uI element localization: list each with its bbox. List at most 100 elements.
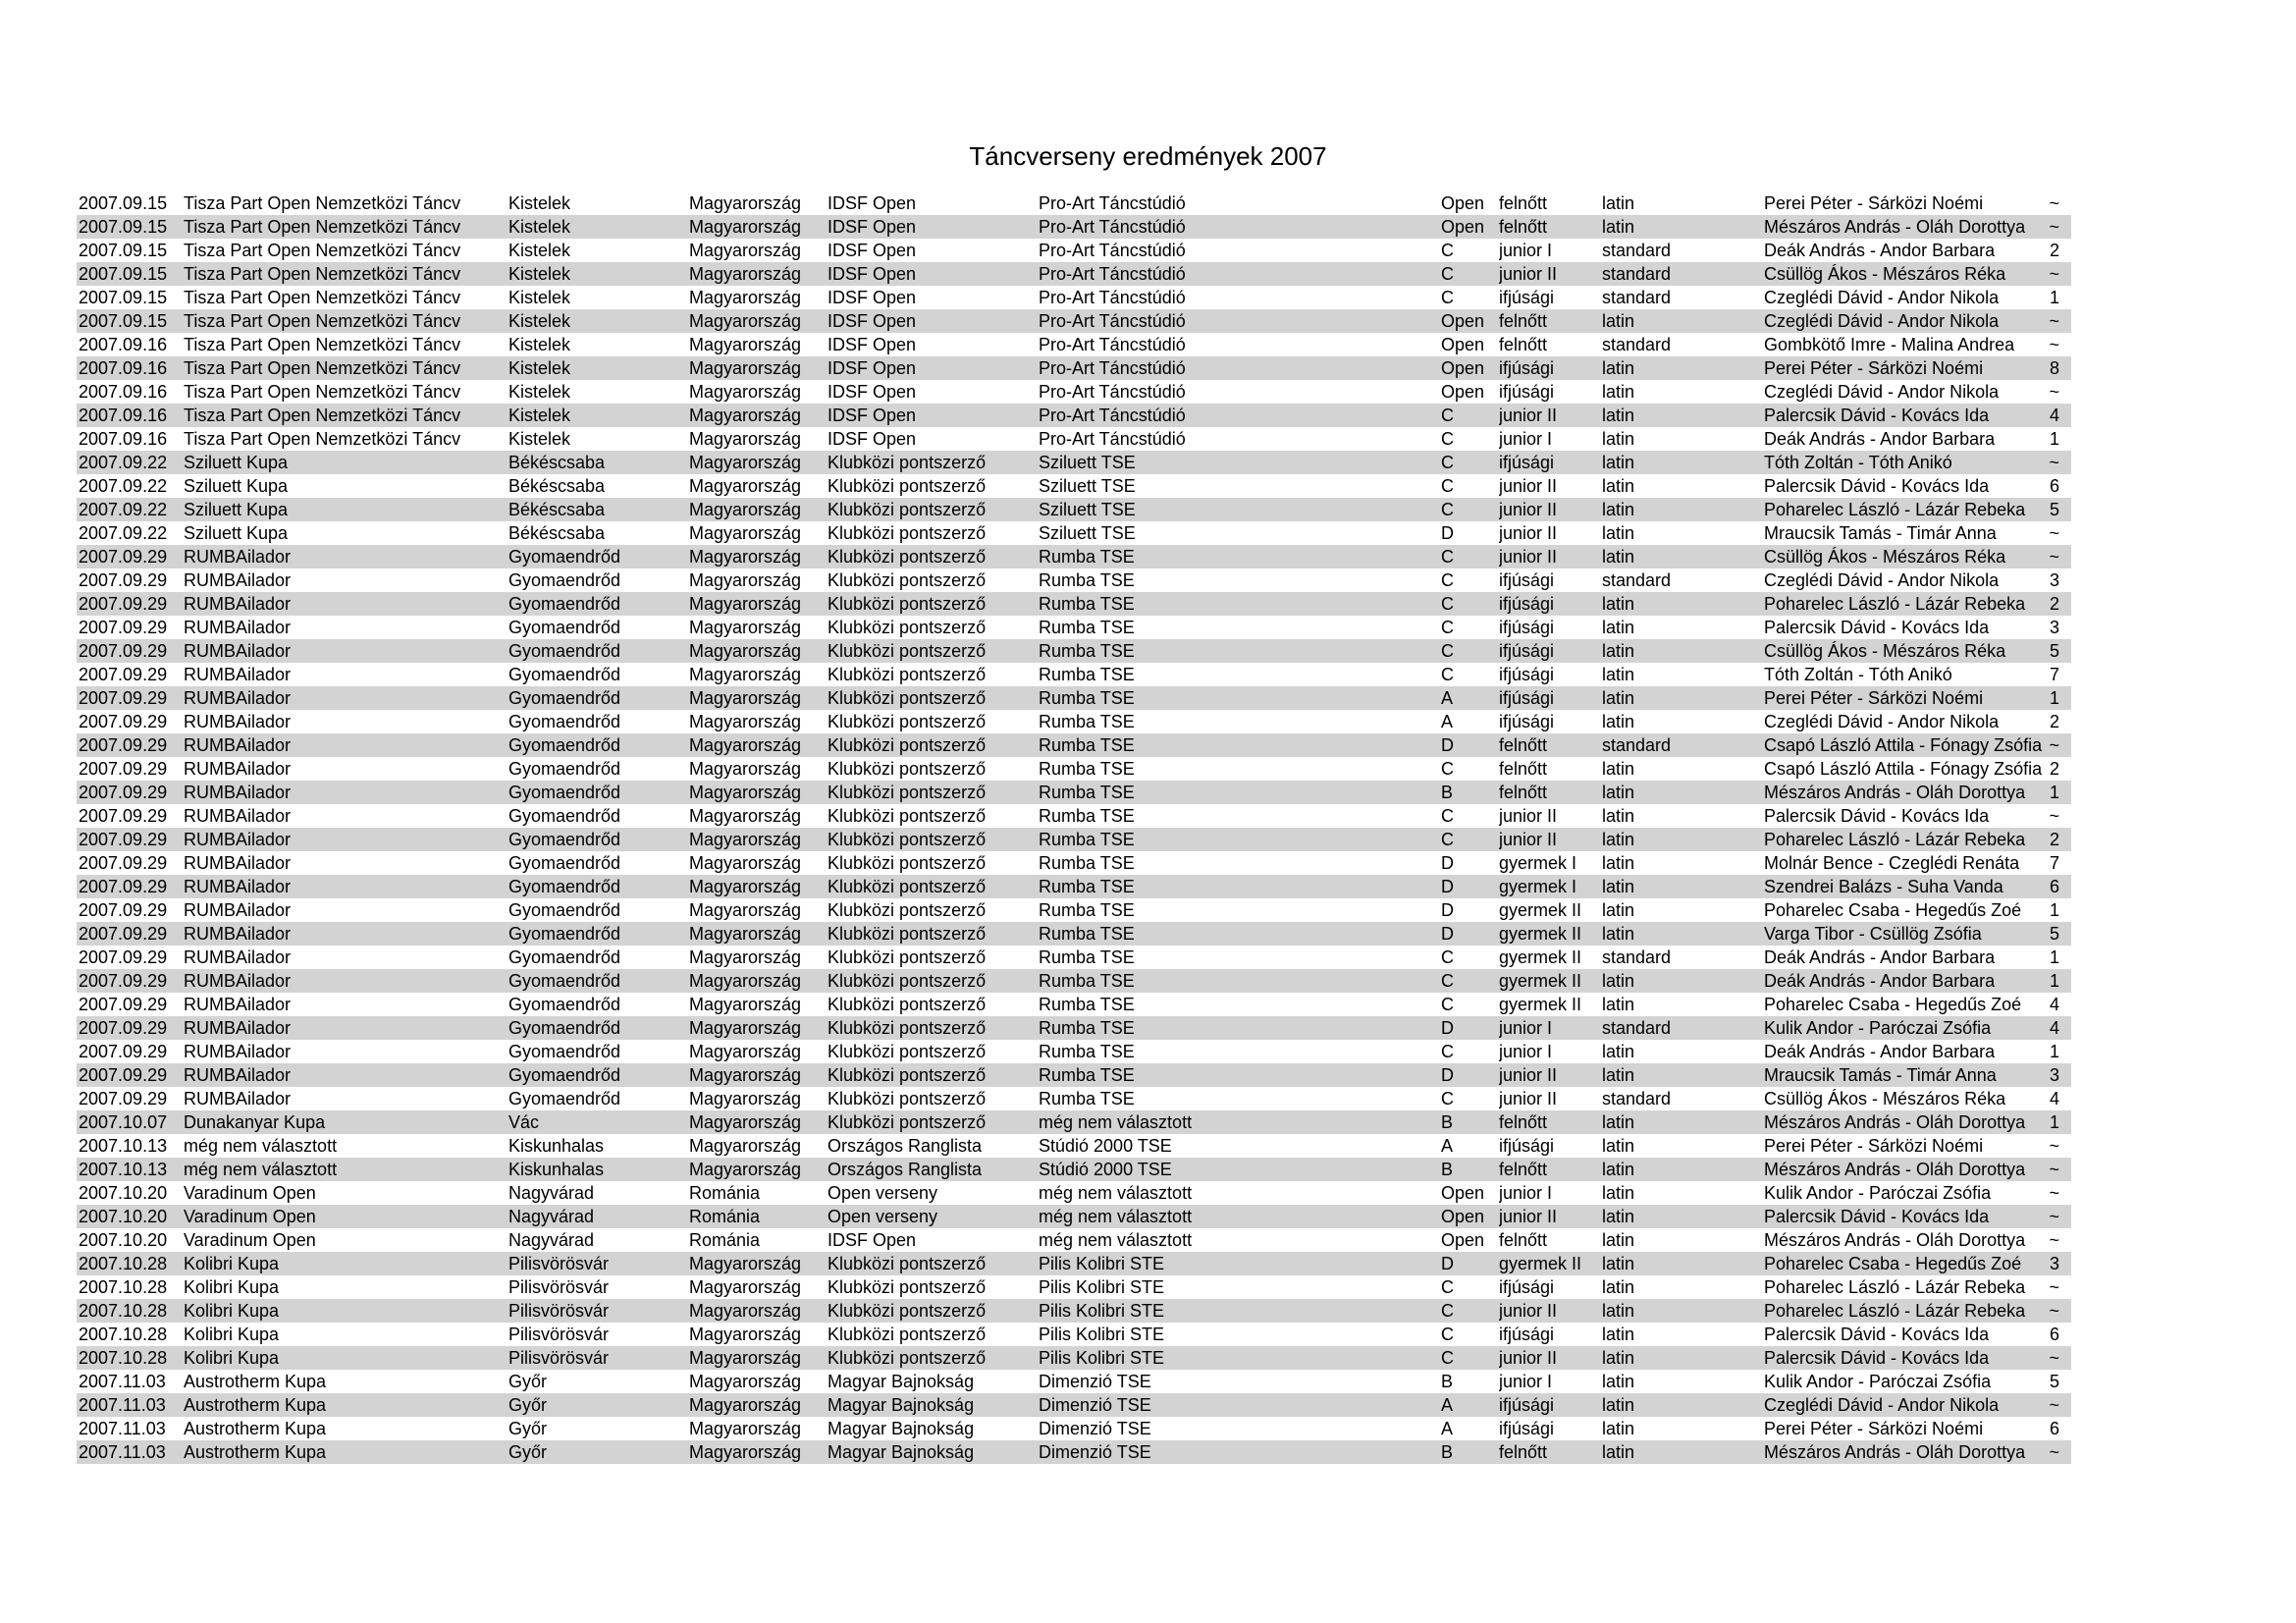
cell-couple: Poharelec László - Lázár Rebeka <box>1764 500 2026 519</box>
cell-city: Kistelek <box>508 358 571 378</box>
cell-result: 2 <box>2049 830 2059 849</box>
cell-couple: Tóth Zoltán - Tóth Anikó <box>1764 665 1952 684</box>
cell-class: Open <box>1441 335 1485 354</box>
cell-result: 4 <box>2049 995 2059 1014</box>
cell-couple: Czeglédi Dávid - Andor Nikola <box>1764 311 2000 331</box>
cell-country: Magyarország <box>689 1301 802 1321</box>
cell-class: D <box>1441 735 1454 755</box>
table-row: 2007.11.03 Austrotherm Kupa Győr Magyarorsz… <box>77 1370 2071 1393</box>
cell-country: Magyarország <box>689 1018 802 1038</box>
cell-age_group: ifjúsági <box>1499 688 1555 708</box>
cell-style: latin <box>1602 1065 1635 1085</box>
cell-style: standard <box>1602 335 1672 354</box>
cell-age_group: junior II <box>1499 1207 1558 1226</box>
cell-club: Rumba TSE <box>1039 1089 1135 1109</box>
cell-class: Open <box>1441 311 1485 331</box>
cell-style: latin <box>1602 406 1635 425</box>
cell-result: 7 <box>2049 853 2059 873</box>
cell-class: C <box>1441 264 1454 284</box>
cell-competition: Sziluett Kupa <box>184 523 289 543</box>
cell-result: 5 <box>2049 641 2059 661</box>
cell-date: 2007.10.28 <box>79 1277 168 1297</box>
cell-category: Klubközi pontszerző <box>828 476 987 496</box>
cell-competition: Varadinum Open <box>184 1207 316 1226</box>
cell-class: A <box>1441 1395 1454 1415</box>
cell-city: Gyomaendrőd <box>508 830 621 849</box>
table-row: 2007.09.29 RUMBAilador Gyomaendrőd Magyaror… <box>77 686 2071 710</box>
cell-age_group: ifjúsági <box>1499 1277 1555 1297</box>
cell-date: 2007.09.22 <box>79 500 168 519</box>
cell-club: Rumba TSE <box>1039 900 1135 920</box>
table-row: 2007.10.28 Kolibri Kupa Pilisvörösvár Magya… <box>77 1275 2071 1299</box>
cell-category: Klubközi pontszerző <box>828 830 987 849</box>
cell-competition: RUMBAilador <box>184 547 292 567</box>
cell-result: ~ <box>2049 217 2059 237</box>
cell-date: 2007.09.29 <box>79 712 168 731</box>
cell-competition: Sziluett Kupa <box>184 476 289 496</box>
cell-style: standard <box>1602 570 1672 590</box>
cell-date: 2007.09.29 <box>79 665 168 684</box>
table-row: 2007.09.29 RUMBAilador Gyomaendrőd Magyaror… <box>77 710 2071 733</box>
cell-competition: RUMBAilador <box>184 783 292 802</box>
cell-city: Nagyvárad <box>508 1183 595 1203</box>
cell-competition: RUMBAilador <box>184 641 292 661</box>
cell-couple: Kulik Andor - Paróczai Zsófia <box>1764 1183 1992 1203</box>
cell-date: 2007.09.15 <box>79 264 168 284</box>
cell-club: Rumba TSE <box>1039 1042 1135 1061</box>
cell-city: Gyomaendrőd <box>508 900 621 920</box>
cell-category: Klubközi pontszerző <box>828 735 987 755</box>
cell-category: Klubközi pontszerző <box>828 1277 987 1297</box>
cell-couple: Perei Péter - Sárközi Noémi <box>1764 358 1984 378</box>
cell-competition: Tisza Part Open Nemzetközi Táncv <box>184 217 461 237</box>
cell-country: Magyarország <box>689 547 802 567</box>
cell-class: Open <box>1441 1230 1485 1250</box>
cell-competition: RUMBAilador <box>184 1018 292 1038</box>
results-table: 2007.09.15 Tisza Part Open Nemzetközi Tán… <box>77 191 2071 1464</box>
cell-category: IDSF Open <box>828 382 917 402</box>
cell-age_group: felnőtt <box>1499 1230 1548 1250</box>
cell-club: Rumba TSE <box>1039 712 1135 731</box>
cell-date: 2007.09.29 <box>79 971 168 991</box>
cell-result: 1 <box>2049 1042 2059 1061</box>
cell-city: Gyomaendrőd <box>508 688 621 708</box>
cell-age_group: gyermek I <box>1499 877 1577 896</box>
cell-category: IDSF Open <box>828 288 917 307</box>
cell-age_group: ifjúsági <box>1499 453 1555 472</box>
cell-club: Rumba TSE <box>1039 641 1135 661</box>
table-row: 2007.11.03 Austrotherm Kupa Győr Magyarorsz… <box>77 1393 2071 1417</box>
cell-couple: Csapó László Attila - Fónagy Zsófia <box>1764 759 2043 779</box>
cell-couple: Palercsik Dávid - Kovács Ida <box>1764 618 1990 637</box>
cell-age_group: felnőtt <box>1499 783 1548 802</box>
cell-couple: Poharelec László - Lázár Rebeka <box>1764 830 2026 849</box>
cell-couple: Gombkötő Imre - Malina Andrea <box>1764 335 2015 354</box>
cell-couple: Molnár Bence - Czeglédi Renáta <box>1764 853 2020 873</box>
table-row: 2007.09.15 Tisza Part Open Nemzetközi Tán… <box>77 239 2071 262</box>
cell-city: Győr <box>508 1419 548 1438</box>
cell-date: 2007.09.22 <box>79 453 168 472</box>
cell-competition: RUMBAilador <box>184 688 292 708</box>
cell-result: ~ <box>2049 1348 2059 1368</box>
cell-age_group: ifjúsági <box>1499 1136 1555 1156</box>
cell-couple: Perei Péter - Sárközi Noémi <box>1764 688 1984 708</box>
cell-date: 2007.09.29 <box>79 783 168 802</box>
cell-category: Klubközi pontszerző <box>828 924 987 944</box>
cell-age_group: junior II <box>1499 1089 1558 1109</box>
table-row: 2007.09.29 RUMBAilador Gyomaendrőd Magyaror… <box>77 757 2071 781</box>
cell-competition: RUMBAilador <box>184 806 292 826</box>
cell-club: Pro-Art Táncstúdió <box>1039 358 1186 378</box>
cell-date: 2007.10.13 <box>79 1160 168 1179</box>
cell-style: latin <box>1602 311 1635 331</box>
cell-result: 1 <box>2049 900 2059 920</box>
cell-city: Gyomaendrőd <box>508 665 621 684</box>
cell-city: Pilisvörösvár <box>508 1348 610 1368</box>
cell-age_group: ifjúsági <box>1499 1419 1555 1438</box>
cell-club: Rumba TSE <box>1039 688 1135 708</box>
cell-city: Gyomaendrőd <box>508 853 621 873</box>
cell-result: 1 <box>2049 288 2059 307</box>
cell-date: 2007.09.29 <box>79 995 168 1014</box>
cell-city: Békéscsaba <box>508 453 606 472</box>
table-row: 2007.09.29 RUMBAilador Gyomaendrőd Magyaror… <box>77 616 2071 639</box>
cell-style: latin <box>1602 1230 1635 1250</box>
cell-competition: Tisza Part Open Nemzetközi Táncv <box>184 358 461 378</box>
cell-couple: Czeglédi Dávid - Andor Nikola <box>1764 712 2000 731</box>
